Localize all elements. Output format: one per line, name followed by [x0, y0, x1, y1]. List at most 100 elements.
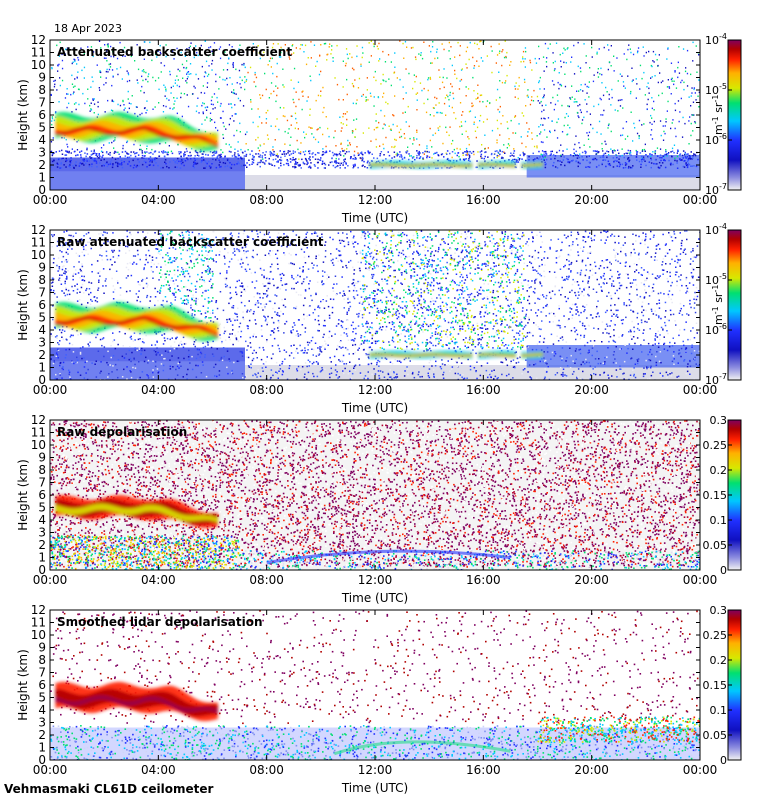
- y-tick-label: 4: [38, 703, 46, 717]
- x-tick-labels: 00:00 04:00 08:00 12:00 16:00 20:00 00:00: [33, 610, 718, 777]
- y-tick-label: 1: [38, 741, 46, 755]
- y-axis-label: Height (km): [16, 649, 30, 720]
- colorbar-tick-label: 0.05: [703, 729, 728, 742]
- x-tick-label: 00:00: [683, 763, 718, 777]
- x-tick-label: 00:00: [33, 763, 68, 777]
- y-tick-label: 7: [38, 476, 46, 490]
- x-tick-label: 16:00: [466, 573, 501, 587]
- x-tick-label: 00:00: [33, 383, 68, 397]
- y-axis-label: Height (km): [16, 79, 30, 150]
- x-tick-label: 00:00: [683, 383, 718, 397]
- y-tick-label: 2: [38, 348, 46, 362]
- x-axis-label: Time (UTC): [341, 211, 408, 225]
- colorbar: 0 0.05 0.1 0.15 0.2 0.25 0.3: [703, 604, 742, 767]
- colorbar-tick-label: 10-7: [705, 182, 727, 197]
- y-tick-label: 9: [38, 641, 46, 655]
- y-tick-label: 1: [38, 361, 46, 375]
- panel-smoothed-lidar-depolarisation: Smoothed lidar depolarisation 0123456789…: [16, 603, 742, 795]
- x-tick-label: 08:00: [249, 193, 284, 207]
- heatmap-area: [50, 40, 700, 190]
- x-tick-labels: 00:00 04:00 08:00 12:00 16:00 20:00 00:00: [33, 230, 718, 397]
- panel-title: Raw depolarisation: [57, 425, 187, 439]
- colorbar: 0 0.05 0.1 0.15 0.2 0.25 0.3: [703, 414, 742, 577]
- date-label: 18 Apr 2023: [54, 22, 122, 35]
- y-tick-label: 10: [31, 58, 46, 72]
- x-axis-label: Time (UTC): [341, 781, 408, 795]
- y-tick-label: 11: [31, 616, 46, 630]
- y-tick-label: 11: [31, 236, 46, 250]
- x-tick-label: 20:00: [574, 383, 609, 397]
- x-tick-label: 00:00: [33, 573, 68, 587]
- x-tick-label: 00:00: [33, 193, 68, 207]
- colorbar: 10-7 10-6 10-5 10-4 m-1 sr-1: [705, 222, 742, 387]
- x-tick-label: 20:00: [574, 573, 609, 587]
- colorbar-gradient: [727, 39, 742, 191]
- y-tick-label: 5: [38, 311, 46, 325]
- x-tick-label: 12:00: [358, 573, 393, 587]
- colorbar-tick-label: 0.3: [710, 604, 728, 617]
- x-tick-label: 20:00: [574, 763, 609, 777]
- y-axis-label: Height (km): [16, 459, 30, 530]
- x-tick-label: 12:00: [358, 383, 393, 397]
- colorbar-tick-label: 0.15: [703, 679, 728, 692]
- y-tick-label: 8: [38, 463, 46, 477]
- colorbar-tick-label: 0.25: [703, 629, 728, 642]
- x-tick-label: 16:00: [466, 383, 501, 397]
- y-tick-label: 9: [38, 71, 46, 85]
- colorbar: 10-7 10-6 10-5 10-4 m-1 sr-1: [705, 32, 742, 197]
- colorbar-tick-label: 0.2: [710, 654, 728, 667]
- panel-title: Raw attenuated backscatter coefficient: [57, 235, 324, 249]
- y-tick-label: 3: [38, 336, 46, 350]
- colorbar-unit-label: m-1 sr-1: [711, 285, 725, 325]
- colorbar-tick-label: 0: [720, 564, 727, 577]
- panel-title: Attenuated backscatter coefficient: [57, 45, 292, 59]
- y-tick-label: 8: [38, 273, 46, 287]
- x-tick-label: 00:00: [683, 573, 718, 587]
- panel-raw-attenuated-backscatter: Raw attenuated backscatter coefficient 0…: [16, 222, 742, 415]
- colorbar-tick-label: 0.1: [710, 704, 728, 717]
- colorbar-tick-label: 10-6: [705, 132, 727, 147]
- x-tick-label: 12:00: [358, 763, 393, 777]
- colorbar-tick-label: 0.25: [703, 439, 728, 452]
- x-tick-label: 16:00: [466, 193, 501, 207]
- colorbar-tick-label: 10-5: [705, 272, 727, 287]
- colorbar-tick-label: 0: [720, 754, 727, 767]
- y-tick-label: 0: [38, 373, 46, 387]
- y-tick-label: 6: [38, 108, 46, 122]
- y-tick-label: 0: [38, 753, 46, 767]
- colorbar-gradient: [727, 229, 742, 381]
- y-tick-label: 4: [38, 133, 46, 147]
- y-tick-label: 1: [38, 551, 46, 565]
- x-tick-label: 20:00: [574, 193, 609, 207]
- colorbar-tick-label: 10-6: [705, 322, 727, 337]
- y-tick-label: 0: [38, 563, 46, 577]
- y-tick-label: 11: [31, 426, 46, 440]
- colorbar-tick-label: 10-4: [705, 32, 727, 47]
- y-tick-label: 4: [38, 513, 46, 527]
- x-tick-labels: 00:00 04:00 08:00 12:00 16:00 20:00 00:00: [33, 420, 718, 587]
- y-tick-label: 3: [38, 526, 46, 540]
- heatmap-area: [50, 230, 700, 380]
- x-tick-label: 08:00: [249, 383, 284, 397]
- footer-label: Vehmasmaki CL61D ceilometer: [4, 782, 213, 796]
- colorbar-tick-label: 10-4: [705, 222, 727, 237]
- x-axis-label: Time (UTC): [341, 401, 408, 415]
- y-tick-label: 3: [38, 716, 46, 730]
- y-tick-label: 12: [31, 413, 46, 427]
- heatmap-area: [50, 610, 700, 760]
- x-tick-label: 16:00: [466, 763, 501, 777]
- x-tick-label: 04:00: [141, 193, 176, 207]
- colorbar-tick-label: 10-5: [705, 82, 727, 97]
- y-tick-label: 2: [38, 728, 46, 742]
- y-tick-label: 6: [38, 678, 46, 692]
- colorbar-unit-label: m-1 sr-1: [711, 95, 725, 135]
- y-tick-label: 5: [38, 501, 46, 515]
- heatmap-area: [50, 420, 700, 570]
- panel-title: Smoothed lidar depolarisation: [57, 615, 263, 629]
- colorbar-tick-label: 0.3: [710, 414, 728, 427]
- x-tick-label: 04:00: [141, 763, 176, 777]
